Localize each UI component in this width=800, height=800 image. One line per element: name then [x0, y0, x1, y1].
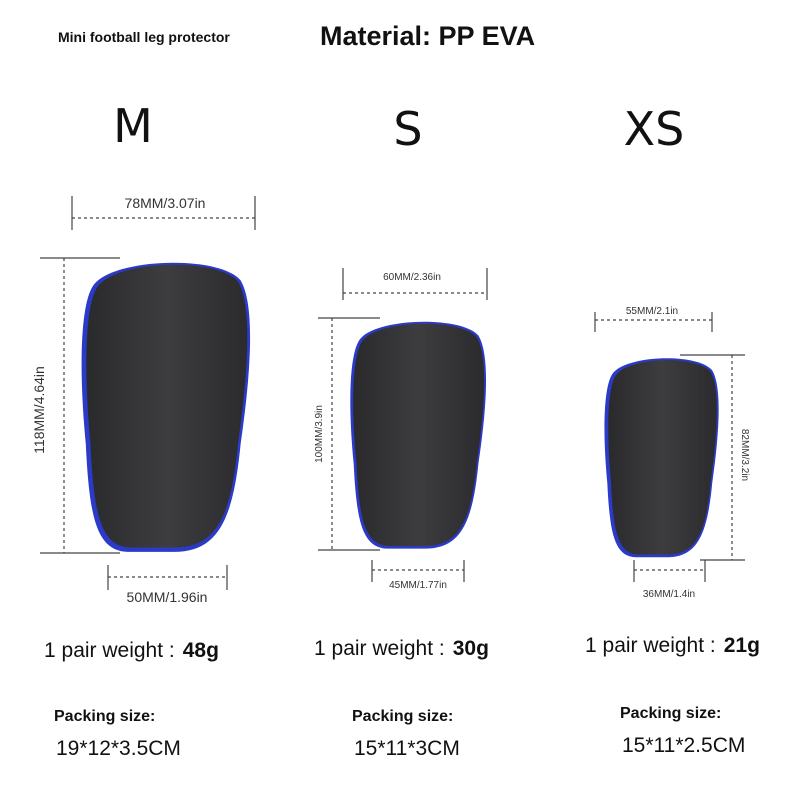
weight: 48g	[183, 639, 219, 662]
packing-label: Packing size:	[620, 705, 721, 722]
weight-label: 1 pair weight :	[44, 639, 175, 662]
height: 82MM/3.2in	[739, 429, 750, 481]
height: 118MM/4.64in	[31, 366, 47, 454]
weight-line: 1 pair weight : 30g	[314, 637, 489, 660]
dimension-lines	[40, 196, 256, 590]
weight-label: 1 pair weight :	[585, 634, 716, 657]
height: 100MM/3.9in	[314, 405, 325, 463]
size-label: XS	[624, 102, 685, 156]
dimension-lines	[318, 268, 488, 582]
top-width: 55MM/2.1in	[626, 306, 678, 317]
weight-label: 1 pair weight :	[314, 637, 445, 660]
top-width: 60MM/2.36in	[383, 272, 441, 283]
weight-line: 1 pair weight : 48g	[44, 639, 219, 662]
bottom-width: 36MM/1.4in	[643, 589, 695, 600]
bottom-width: 45MM/1.77in	[389, 580, 447, 591]
weight: 21g	[724, 634, 760, 657]
dimension-lines	[594, 312, 745, 582]
bottom-width: 50MM/1.96in	[127, 589, 208, 605]
packing-label: Packing size:	[54, 708, 155, 725]
top-width: 78MM/3.07in	[125, 195, 206, 211]
subtitle: Mini football leg protector	[58, 29, 230, 45]
size-label: S	[393, 102, 422, 156]
title: Material: PP EVA	[320, 21, 535, 51]
weight: 30g	[453, 637, 489, 660]
packing-label: Packing size:	[352, 708, 453, 725]
shin-guard	[81, 262, 251, 552]
packing-size: 19*12*3.5CM	[56, 737, 181, 760]
weight-line: 1 pair weight : 21g	[585, 634, 760, 657]
packing-size: 15*11*2.5CM	[622, 734, 745, 757]
packing-size: 15*11*3CM	[354, 737, 460, 760]
shin-guard	[350, 321, 487, 549]
shin-guard	[604, 358, 719, 558]
size-label: M	[113, 99, 153, 153]
